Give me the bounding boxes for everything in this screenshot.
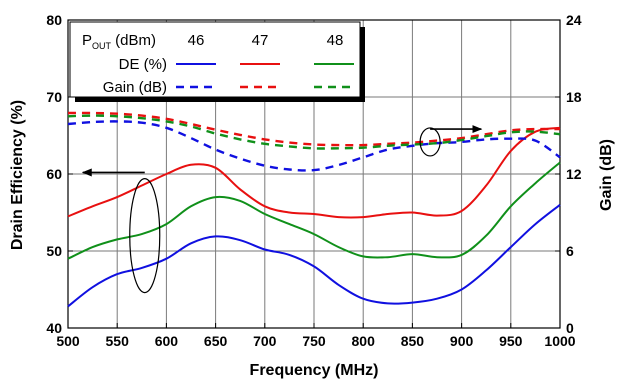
- y2-axis-title: Gain (dB): [598, 139, 615, 211]
- series-lines: [67, 111, 561, 308]
- plot-frame: [67, 19, 561, 329]
- legend-col-46: 46: [188, 32, 205, 49]
- de-series-46: [67, 204, 561, 308]
- x-tick-label: 850: [401, 333, 425, 349]
- y2-tick-label: 18: [566, 89, 582, 105]
- y-tick-label: 60: [46, 166, 62, 182]
- x-tick-label: 600: [155, 333, 179, 349]
- tick-labels: 500 550 600 650 700 750 800 850 900 950 1000405060…: [46, 12, 581, 349]
- x-tick-label: 500: [56, 333, 80, 349]
- gain-series-46: [67, 120, 561, 172]
- plot-area: [67, 19, 561, 329]
- x-tick-label: 550: [106, 333, 130, 349]
- y-tick-label: 40: [46, 320, 62, 336]
- gain-group-ellipse: [419, 127, 441, 157]
- y2-tick-label: 0: [566, 320, 574, 336]
- x-tick-label: 650: [204, 333, 228, 349]
- legend-header-unit: (dBm): [111, 32, 156, 49]
- x-tick-label: 900: [450, 333, 474, 349]
- y2-tick-label: 12: [566, 166, 582, 182]
- legend: POUT (dBm) 46 47 48 DE (%) Gain (dB): [69, 21, 365, 102]
- y-tick-label: 50: [46, 243, 62, 259]
- x-tick-label: 950: [499, 333, 523, 349]
- legend-row-de: DE (%): [119, 56, 167, 73]
- y-tick-label: 80: [46, 12, 62, 28]
- legend-row-gain: Gain (dB): [103, 79, 167, 96]
- x-tick-label: 1000: [544, 333, 575, 349]
- legend-header-label: P: [82, 32, 92, 49]
- legend-box: [69, 21, 361, 98]
- de-series-47: [67, 126, 561, 219]
- y2-tick-label: 6: [566, 243, 574, 259]
- legend-header: POUT (dBm): [82, 32, 156, 51]
- legend-col-47: 47: [252, 32, 269, 49]
- y-axis-title: Drain Efficiency (%): [9, 100, 26, 250]
- x-axis-title: Frequency (MHz): [250, 362, 379, 379]
- x-tick-label: 800: [352, 333, 376, 349]
- x-tick-label: 750: [302, 333, 326, 349]
- legend-header-sub: OUT: [92, 41, 112, 51]
- y-tick-label: 70: [46, 89, 62, 105]
- de-series-48: [67, 161, 561, 260]
- de-group-ellipse: [129, 178, 161, 294]
- x-tick-label: 700: [253, 333, 277, 349]
- legend-col-48: 48: [327, 32, 344, 49]
- annotations: [81, 125, 483, 294]
- y2-tick-label: 24: [566, 12, 582, 28]
